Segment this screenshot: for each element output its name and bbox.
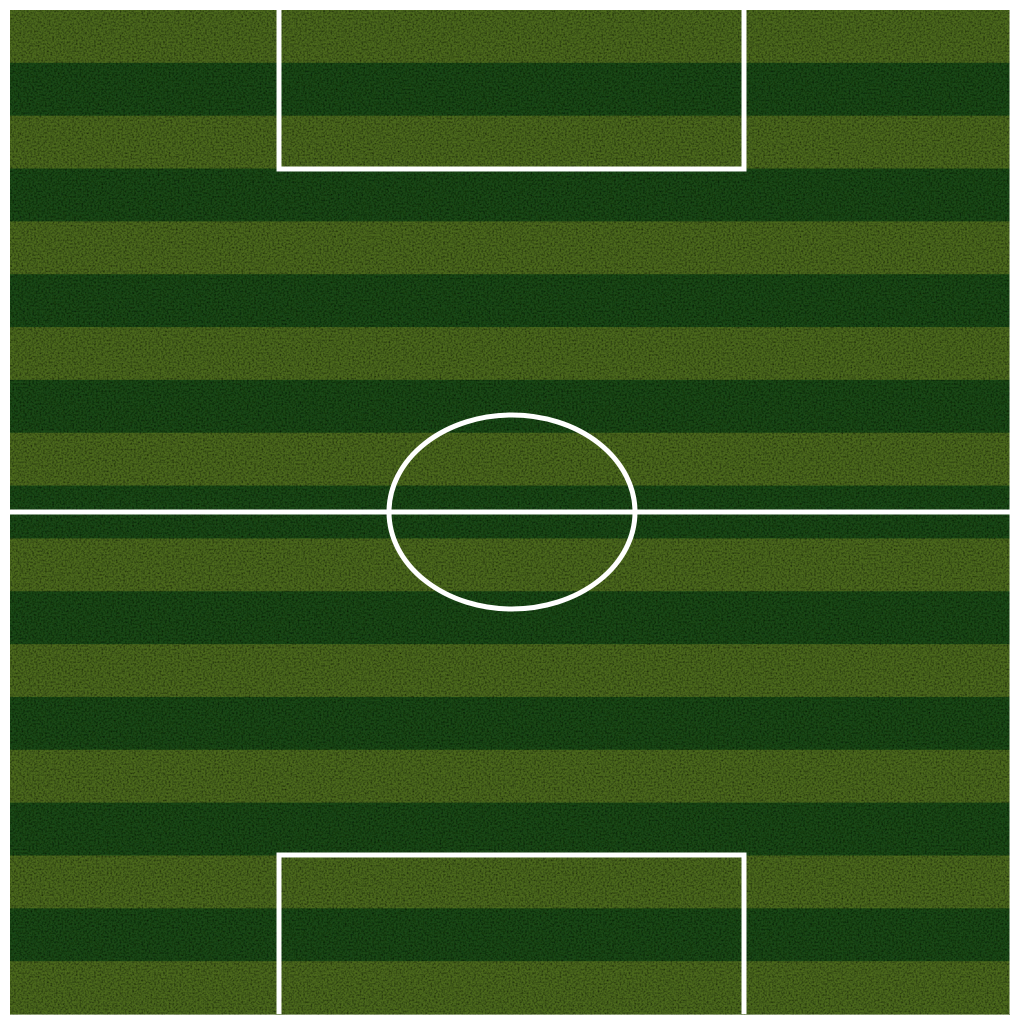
grass-stripes — [10, 10, 1010, 1015]
grass-stripe-light — [10, 327, 1010, 381]
pitch-markings — [10, 10, 1024, 1014]
grass-stripe-dark — [10, 696, 1010, 751]
grass-stripe-dark — [10, 379, 1010, 434]
grass-stripe-light — [10, 10, 1010, 64]
grass-stripe-light — [10, 115, 1010, 170]
grass-stripe-dark — [10, 908, 1010, 962]
center-circle — [386, 412, 638, 612]
grass-stripe-dark — [10, 802, 1010, 857]
top-penalty-box — [276, 10, 747, 172]
grass-stripe-light — [10, 432, 1010, 487]
grass-stripe-light — [10, 961, 1010, 1015]
bottom-penalty-box — [276, 852, 747, 1014]
grass-stripe-dark — [10, 168, 1010, 222]
grass-stripe-light — [10, 538, 1010, 592]
grass-stripe-light — [10, 855, 1010, 909]
grass-stripe-light — [10, 644, 1010, 698]
grass-stripe-light — [10, 749, 1010, 804]
grass-stripe-dark — [10, 274, 1010, 328]
grass-stripe-dark — [10, 591, 1010, 645]
grass-stripe-light — [10, 221, 1010, 275]
grass-stripe-dark — [10, 62, 1010, 117]
